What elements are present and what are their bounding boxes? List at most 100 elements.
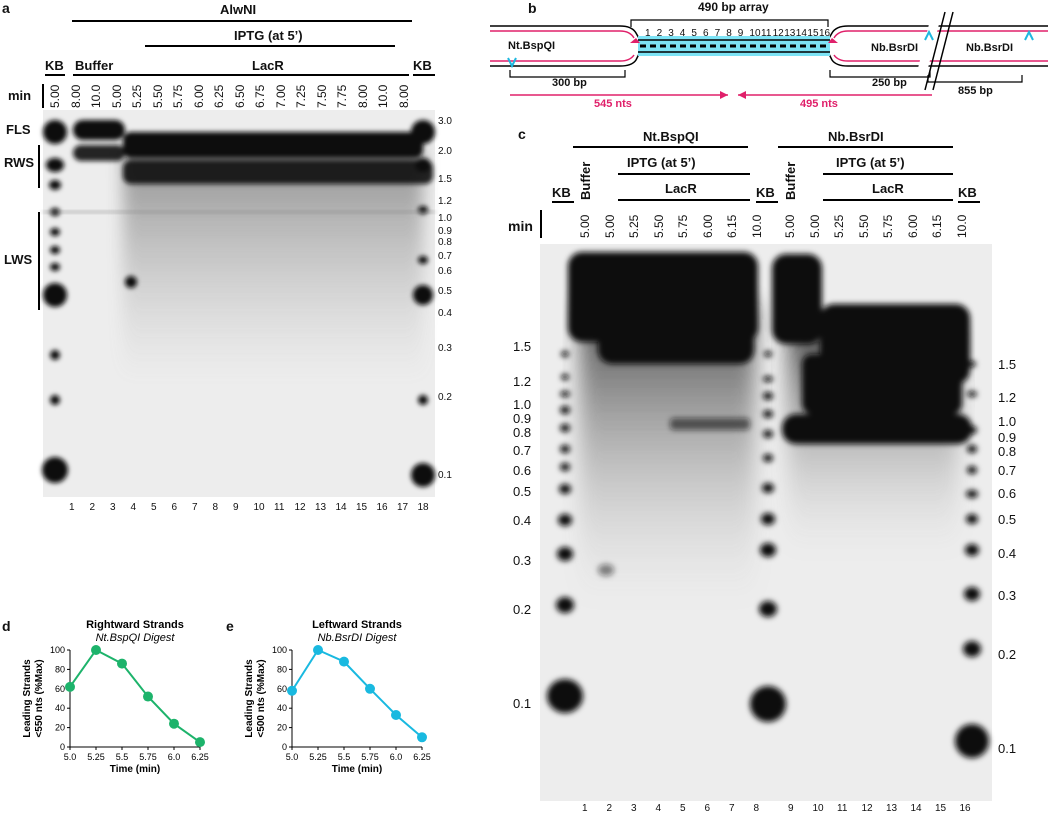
chart-d-xtick-label: 6.25 — [191, 752, 209, 762]
a-lane-6: 6 — [171, 502, 178, 513]
c-lane-13: 13 — [886, 803, 898, 814]
chart-e-ytick-label: 80 — [277, 664, 287, 674]
chart-d: Rightward Strands Nt.BspQI Digest 0 20 40 60 8… — [0, 619, 220, 815]
c-left-marker-4: 0.9 — [513, 411, 532, 426]
panel-letter-a: a — [2, 0, 10, 16]
c-lacr-label-2: LacR — [872, 181, 904, 196]
c-left-marker-12: 0.1 — [513, 696, 532, 711]
chart-e-ytick-label: 100 — [272, 645, 287, 655]
c-gel-image — [540, 244, 992, 801]
b-ntbspqi-label: Nt.BspQI — [508, 40, 556, 52]
chart-e-title: Leftward Strands — [312, 619, 402, 631]
a-species-lws: LWS — [4, 252, 33, 267]
c-time-a-1: 5.00 — [578, 214, 592, 238]
b-repeat-1: 1 — [645, 28, 651, 39]
chart-d-point-6 — [195, 737, 205, 748]
c-right-marker-9: 0.4 — [998, 546, 1017, 561]
c-right-marker-6: 0.7 — [998, 463, 1017, 478]
b-repeat-5: 5 — [691, 28, 697, 39]
c-right-marker-11: 0.2 — [998, 647, 1017, 662]
chart-e-xlabel: Time (min) — [332, 764, 382, 775]
c-lane-14: 14 — [910, 803, 922, 814]
chart-e-ytick-label: 20 — [277, 723, 287, 733]
a-min-bar — [42, 84, 44, 108]
a-species-fls: FLS — [6, 122, 31, 137]
c-kb-3-bar — [958, 201, 980, 203]
chart-e-ytick-label: 0 — [282, 742, 287, 752]
b-repeat-12: 12 — [772, 28, 784, 39]
a-kb-right: KB — [413, 58, 432, 73]
a-marker-0.2: 0.2 — [438, 392, 452, 403]
c-buffer-label-1: Buffer — [578, 161, 593, 200]
chart-d-ylabel-line2: <550 nts (%Max) — [34, 659, 45, 737]
c-kb-1: KB — [552, 185, 571, 200]
c-lane-12: 12 — [861, 803, 873, 814]
a-lane-18: 18 — [417, 502, 429, 513]
a-lane-12: 12 — [294, 502, 306, 513]
chart-e-ytick-label: 40 — [277, 703, 287, 713]
panel-letter-d: d — [2, 618, 11, 634]
b-array-label: 490 bp array — [698, 0, 769, 14]
b-repeat-9: 9 — [737, 28, 744, 39]
b-repeat-14: 14 — [795, 28, 807, 39]
c-time-b-3: 5.25 — [832, 214, 846, 238]
b-repeat-3: 3 — [668, 28, 674, 39]
chart-e-xtick-label: 5.75 — [361, 752, 379, 762]
chart-d-point-4 — [143, 691, 153, 702]
a-lacr-bar — [127, 74, 409, 76]
c-lacr-bar-2 — [823, 199, 953, 201]
chart-d-point-2 — [91, 645, 101, 655]
a-marker-0.5: 0.5 — [438, 286, 452, 297]
c-lane-5: 5 — [680, 803, 686, 814]
c-iptg-label-2: IPTG (at 5’) — [836, 155, 905, 170]
b-545nts-label: 545 nts — [594, 98, 632, 110]
c-kb-1-bar — [552, 201, 574, 203]
b-300bp-label: 300 bp — [552, 77, 587, 89]
a-marker-1.5: 1.5 — [438, 174, 452, 185]
c-time-b-5: 5.75 — [881, 214, 895, 238]
c-left-marker-2: 1.2 — [513, 374, 532, 389]
chart-e-point-5 — [391, 709, 401, 720]
a-kb-left-bar — [45, 74, 65, 76]
chart-e-ytick-label: 60 — [277, 684, 287, 694]
panel-letter-c: c — [518, 126, 526, 142]
c-left-marker-5: 0.8 — [513, 425, 532, 440]
a-min-label: min — [8, 88, 32, 103]
c-left-marker-1: 1.5 — [513, 339, 532, 354]
c-iptg-label-1: IPTG (at 5’) — [627, 155, 696, 170]
a-lane-11: 11 — [274, 502, 285, 513]
c-lane-3: 3 — [631, 803, 637, 814]
b-repeat-4: 4 — [679, 28, 686, 39]
chart-e-point-4 — [365, 683, 375, 694]
a-marker-0.6: 0.6 — [438, 266, 452, 277]
chart-d-point-3 — [117, 658, 127, 669]
a-buffer-bar — [73, 74, 129, 76]
c-lane-9: 9 — [788, 803, 794, 814]
c-iptg-bar-1 — [618, 173, 750, 175]
a-marker-0.3: 0.3 — [438, 343, 452, 354]
c-time-a-7: 6.15 — [725, 214, 739, 238]
a-marker-0.7: 0.7 — [438, 251, 452, 262]
c-right-marker-8: 0.5 — [998, 512, 1017, 527]
a-lane-17: 17 — [397, 502, 409, 513]
c-nbbsrdi-bar — [778, 146, 953, 148]
c-time-b-6: 6.00 — [905, 214, 920, 238]
chart-e: Leftward Strands Nb.BsrDI Digest 0 20 40 60 80… — [222, 619, 442, 815]
chart-d-ytick-label: 60 — [55, 684, 65, 694]
c-lane-16: 16 — [959, 803, 971, 814]
c-right-marker-12: 0.1 — [998, 741, 1017, 756]
c-lane-1: 1 — [582, 803, 588, 814]
a-kb-right-bar — [413, 74, 435, 76]
a-lane-16: 16 — [376, 502, 388, 513]
c-ntbspqi-label: Nt.BspQI — [643, 129, 699, 144]
chart-d-xtick-label: 5.0 — [64, 752, 77, 762]
c-lane-8: 8 — [753, 803, 760, 814]
a-lane-5: 5 — [151, 502, 157, 513]
panel-letter-b: b — [528, 0, 537, 16]
c-lane-2: 2 — [606, 803, 613, 814]
a-lane-7: 7 — [192, 502, 198, 513]
b-repeat-11: 11 — [761, 28, 772, 39]
b-repeat-15: 15 — [807, 28, 819, 39]
b-855bp-label: 855 bp — [958, 85, 993, 97]
